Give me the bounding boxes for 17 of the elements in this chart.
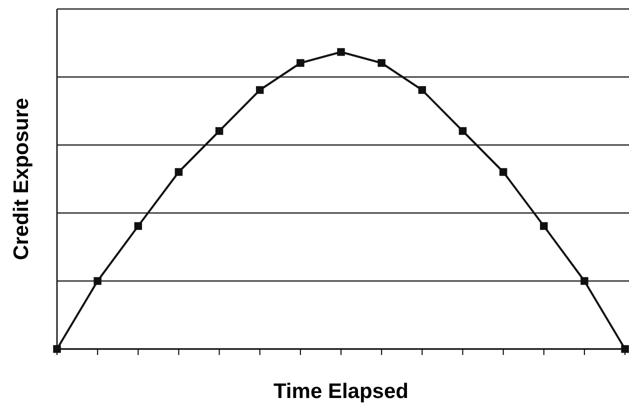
point — [458, 127, 467, 135]
point — [174, 168, 183, 176]
point — [418, 86, 426, 94]
point — [256, 86, 264, 94]
point — [621, 345, 629, 353]
point — [337, 48, 345, 56]
point — [580, 277, 588, 285]
x-axis-title: Time Elapsed — [273, 380, 409, 403]
point — [53, 345, 61, 353]
point — [499, 168, 508, 176]
point — [296, 59, 304, 67]
point — [94, 277, 102, 285]
y-axis-title: Credit Exposure — [10, 98, 33, 260]
point — [215, 127, 224, 135]
point — [378, 59, 386, 67]
point — [540, 222, 548, 230]
point — [134, 222, 142, 230]
